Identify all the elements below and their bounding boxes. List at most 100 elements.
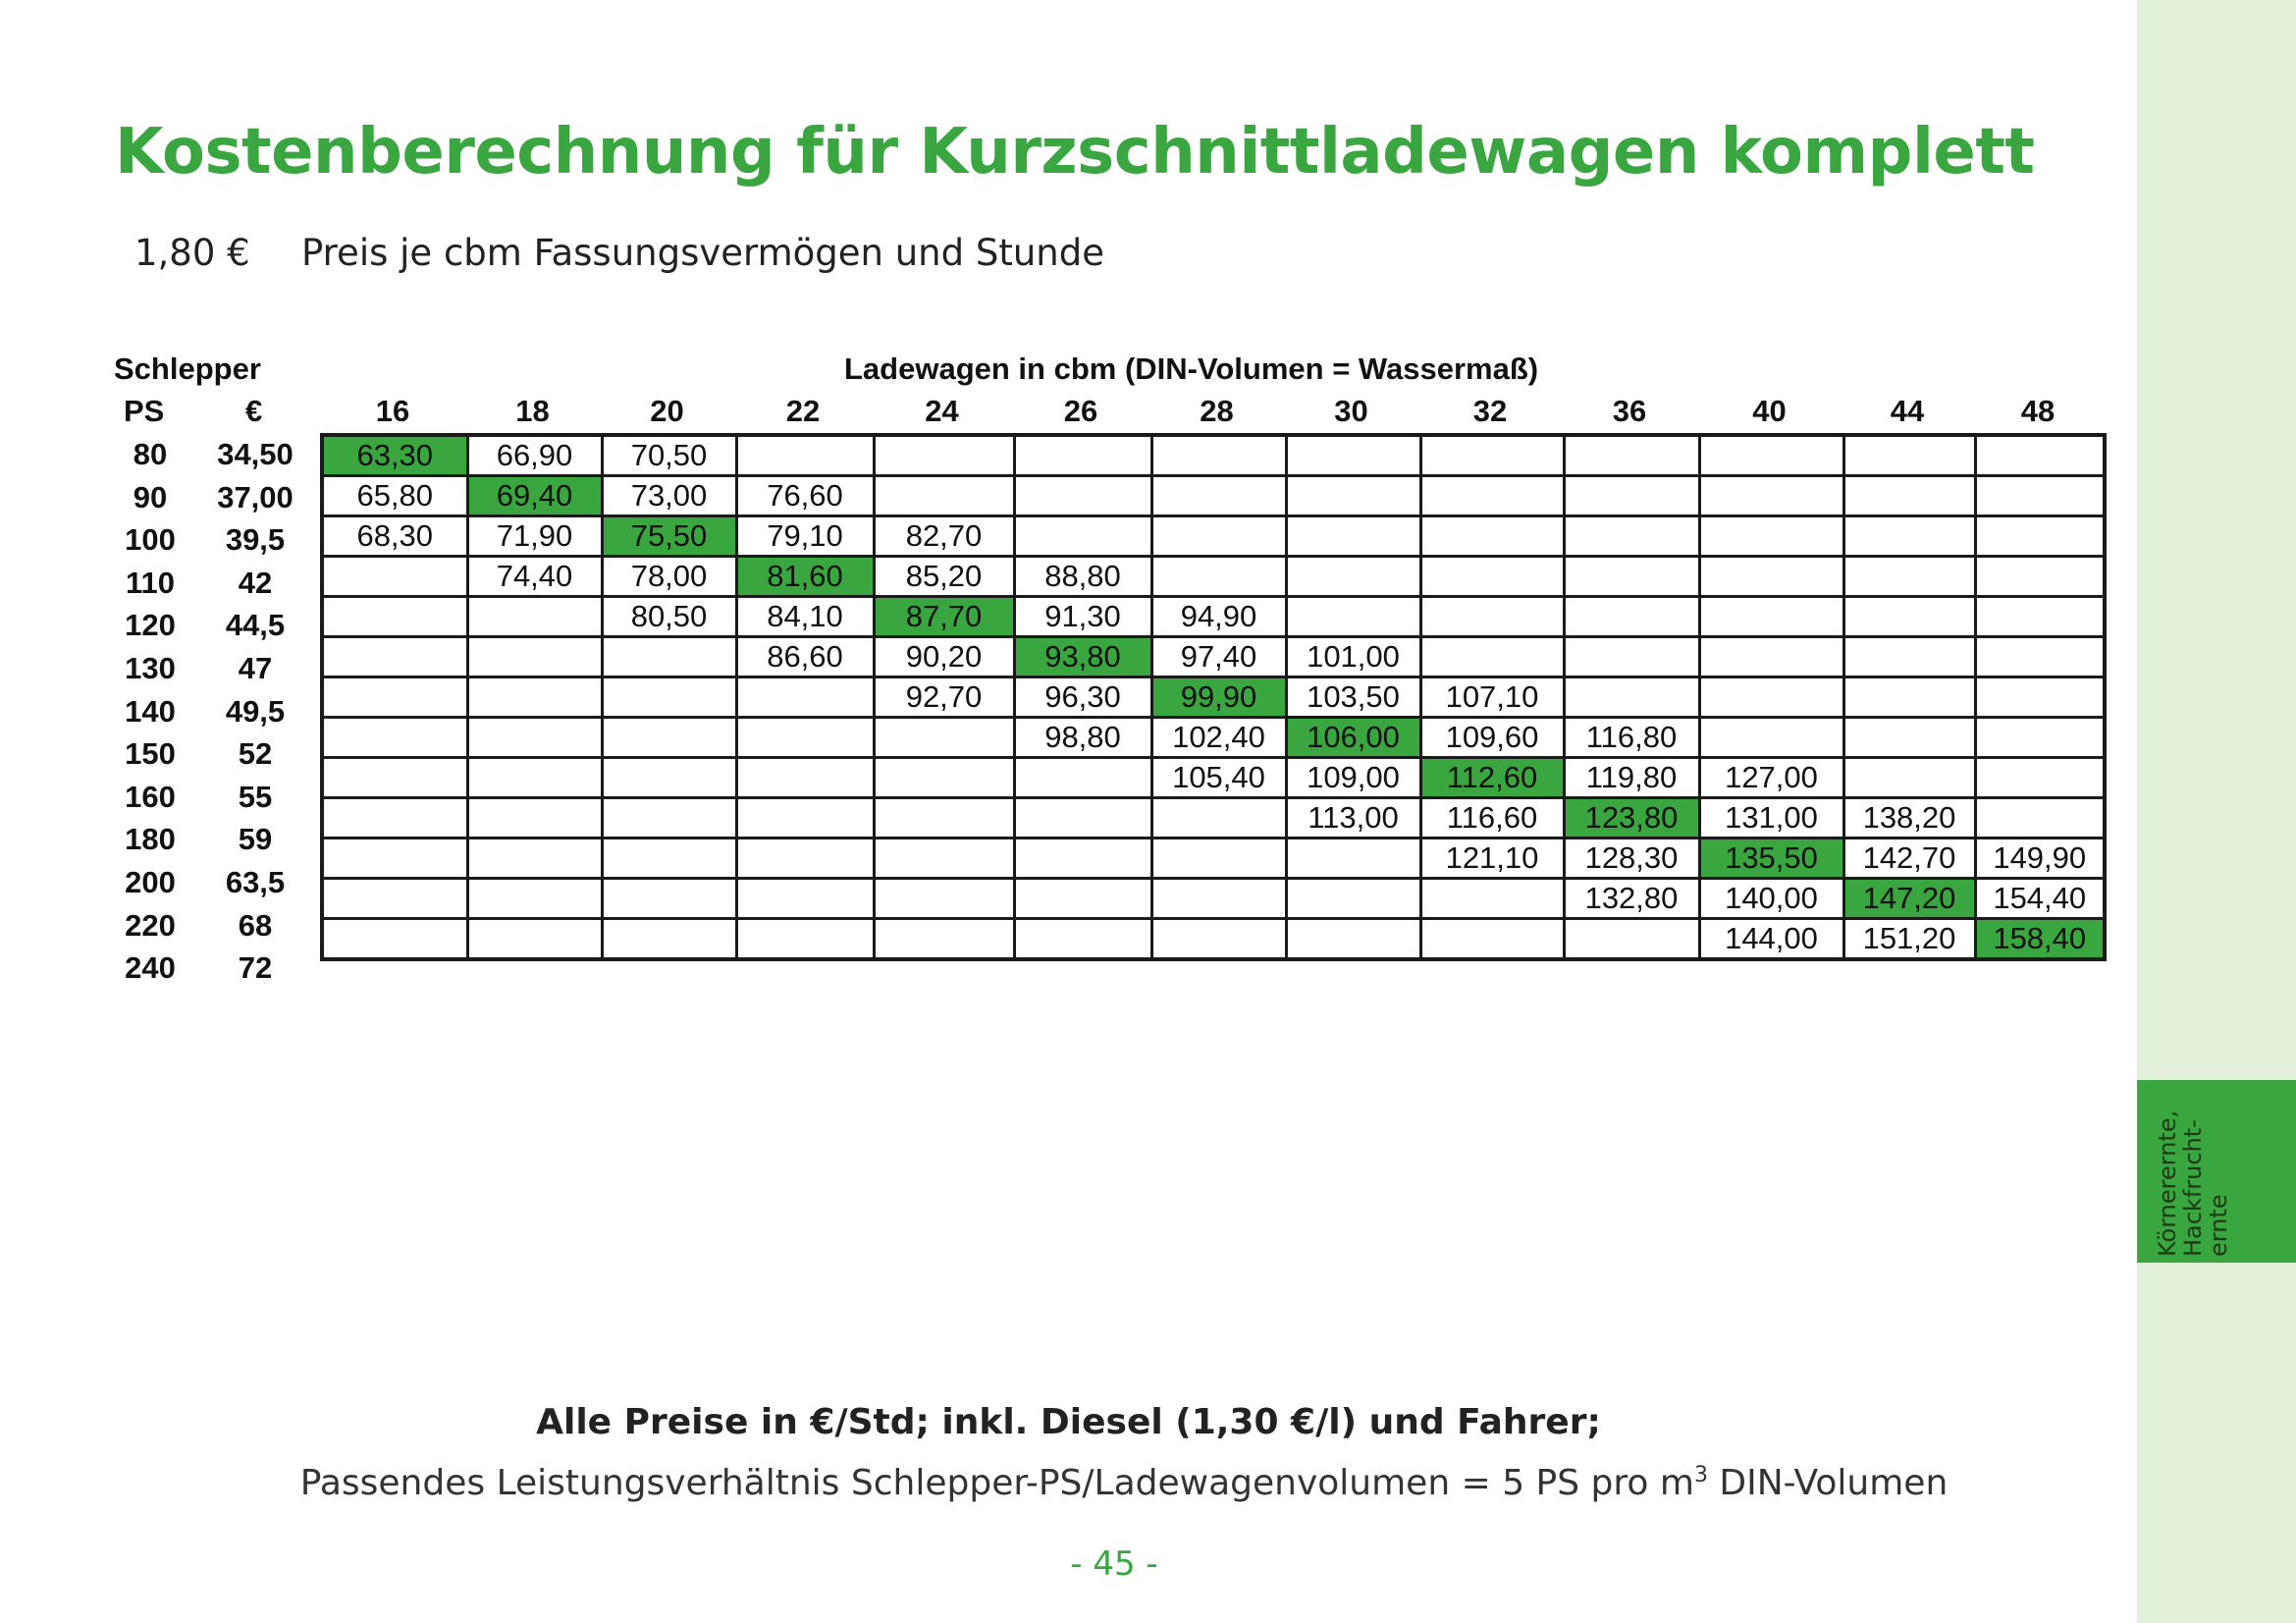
table-cell <box>1284 595 1422 638</box>
chapter-tab-label: Körnerernte, Hackfrucht- ernte <box>2154 1109 2232 1257</box>
table-cell <box>1973 756 2107 799</box>
side-strip <box>2137 0 2296 1623</box>
table-cell <box>734 917 876 961</box>
row-eur-value: 68 <box>238 907 273 943</box>
table-cell: 144,00 <box>1697 917 1845 961</box>
column-header: 26 <box>1063 394 1098 428</box>
table-cell <box>1697 433 1845 477</box>
row-ps-value: 200 <box>125 865 176 899</box>
table-cell <box>320 837 469 880</box>
table-cell: 127,00 <box>1697 756 1845 799</box>
table-cell: 65,80 <box>320 474 469 517</box>
table-cell-highlight: 75,50 <box>600 514 738 558</box>
table-cell <box>465 917 604 961</box>
table-cell: 107,10 <box>1418 676 1566 719</box>
table-cell <box>465 796 604 839</box>
footer-ratio-suffix: DIN-Volumen <box>1707 1463 1949 1503</box>
table-cell: 78,00 <box>600 555 738 598</box>
table-cell: 98,80 <box>1012 716 1153 759</box>
table-cell <box>1973 716 2107 759</box>
table-cell: 68,30 <box>320 514 469 558</box>
table-cell: 103,50 <box>1284 676 1422 719</box>
table-cell <box>1562 555 1701 598</box>
table-cell <box>1418 877 1566 920</box>
table-cell: 109,00 <box>1284 756 1422 799</box>
row-ps-value: 160 <box>125 779 176 814</box>
column-header: 18 <box>515 394 550 428</box>
table-cell: 116,60 <box>1418 796 1566 839</box>
table-cell: 140,00 <box>1697 877 1845 920</box>
price-description: Preis je cbm Fassungsvermögen und Stunde <box>301 232 1105 274</box>
table-cell: 73,00 <box>600 474 738 517</box>
row-ps-value: 110 <box>125 565 175 600</box>
table-cell <box>734 716 876 759</box>
cost-table: 63,30 66,90 70,50 65,80 69,40 73,00 76,60 68,30… <box>320 433 2107 961</box>
table-cell <box>465 756 604 799</box>
table-cell: 121,10 <box>1418 837 1566 880</box>
table-cell <box>1697 514 1845 558</box>
table-cell: 94,90 <box>1149 595 1288 638</box>
table-cell-highlight: 81,60 <box>734 555 876 598</box>
price-value: 1,80 € <box>134 232 250 274</box>
column-header: 20 <box>650 394 684 428</box>
table-cell-highlight: 63,30 <box>320 433 469 477</box>
column-header: 16 <box>375 394 410 428</box>
table-cell: 116,80 <box>1562 716 1701 759</box>
table-cell: 76,60 <box>734 474 876 517</box>
table-cell <box>320 595 469 638</box>
table-row: 105,40 109,00 112,60 119,80 127,00 <box>320 756 2107 799</box>
chapter-tab[interactable] <box>2137 1080 2296 1263</box>
price-line: 1,80 € Preis je cbm Fassungsvermögen und … <box>134 232 1104 274</box>
table-cell <box>1973 433 2107 477</box>
table-cell: 86,60 <box>734 635 876 678</box>
table-cell <box>1418 474 1566 517</box>
column-header: 24 <box>925 394 959 428</box>
table-cell <box>872 917 1016 961</box>
table-cell <box>1012 917 1153 961</box>
table-cell-highlight: 93,80 <box>1012 635 1153 678</box>
footer-ratio-note: Passendes Leistungsverhältnis Schlepper-… <box>0 1463 2248 1503</box>
table-cell <box>1842 474 1977 517</box>
table-cell <box>1973 595 2107 638</box>
row-eur-value: 39,5 <box>225 522 286 558</box>
table-cell <box>1149 796 1288 839</box>
column-header: 32 <box>1472 394 1508 428</box>
table-cell <box>1562 433 1701 477</box>
table-cell <box>872 837 1016 880</box>
table-cell <box>465 635 604 678</box>
table-cell: 66,90 <box>465 433 604 477</box>
table-cell <box>1562 917 1701 961</box>
table-cell <box>1149 514 1288 558</box>
table-cell: 113,00 <box>1284 796 1422 839</box>
table-cell: 74,40 <box>465 555 604 598</box>
table-row: 132,80 140,00 147,20 154,40 <box>320 877 2107 920</box>
row-ps-value: 240 <box>125 950 176 986</box>
table-cell-highlight: 106,00 <box>1284 716 1422 759</box>
table-row: 63,30 66,90 70,50 <box>320 433 2107 477</box>
table-cell <box>600 877 738 920</box>
table-cell: 80,50 <box>600 595 738 638</box>
row-eur-value: 52 <box>238 736 273 772</box>
footer-prices-note: Alle Preise in €/Std; inkl. Diesel (1,30… <box>536 1402 1601 1442</box>
table-cell <box>1012 837 1153 880</box>
row-eur-value: 47 <box>238 651 273 685</box>
table-cell <box>320 676 469 719</box>
table-row: 86,60 90,20 93,80 97,40 101,00 <box>320 635 2107 678</box>
table-cell <box>320 796 469 839</box>
column-header: 28 <box>1200 394 1234 428</box>
row-ps-value: 100 <box>125 522 176 558</box>
table-cell: 82,70 <box>872 514 1016 558</box>
table-cell: 109,60 <box>1418 716 1566 759</box>
table-cell-highlight: 135,50 <box>1697 837 1845 880</box>
table-cell <box>1012 796 1153 839</box>
table-cell <box>872 877 1016 920</box>
table-cell <box>734 796 876 839</box>
table-cell <box>320 635 469 678</box>
table-cell <box>465 837 604 880</box>
table-cell <box>1562 474 1701 517</box>
table-cell <box>1149 433 1288 477</box>
table-cell: 84,10 <box>734 595 876 638</box>
table-cell <box>1973 555 2107 598</box>
row-eur-value: 34,50 <box>217 437 294 471</box>
table-row: 80,50 84,10 87,70 91,30 94,90 <box>320 595 2107 638</box>
